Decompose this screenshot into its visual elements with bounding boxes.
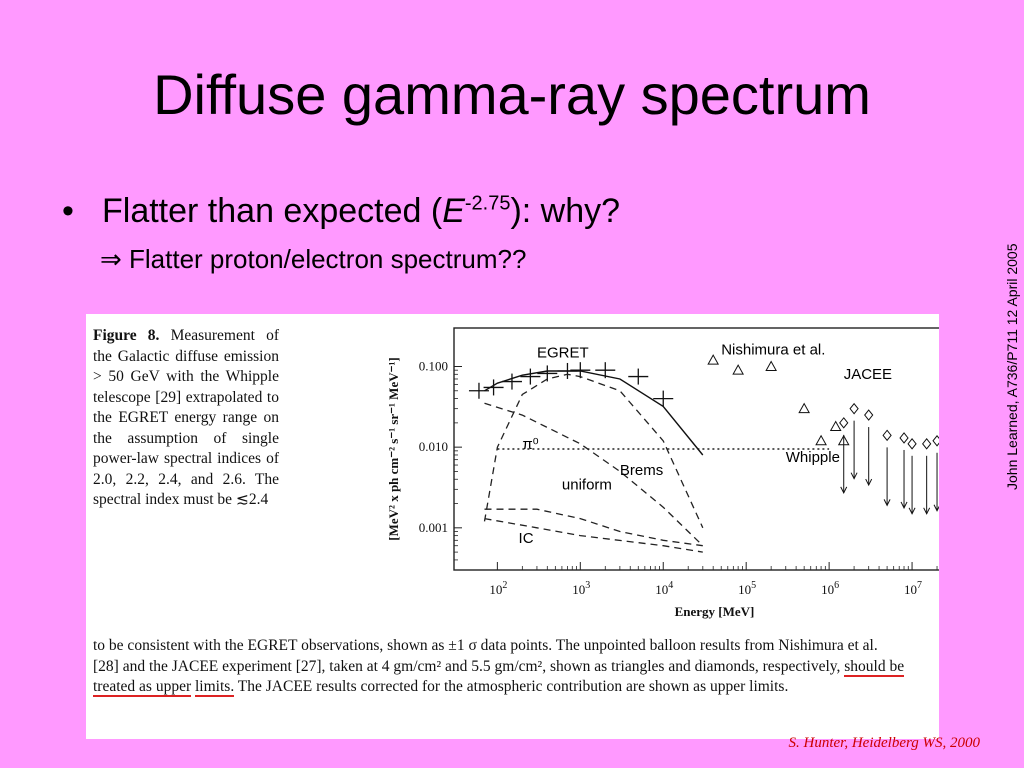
jacee-arrowhead [850, 472, 858, 480]
caption-underline-1: should be treated as upper [93, 657, 905, 697]
jacee-diamond [907, 438, 917, 450]
y-tick-label: 0.001 [419, 520, 448, 535]
jacee-arrowhead [840, 486, 848, 494]
jacee-arrowhead [883, 499, 891, 507]
nishimura-triangle [798, 402, 811, 414]
nishimura-triangle [732, 364, 744, 375]
annotation-uniform: uniform [562, 476, 612, 493]
series-line-ic [484, 517, 703, 553]
series-line-pi0 [483, 373, 704, 529]
figure-label: Figure 8. [93, 327, 160, 344]
x-axis-title: Energy [MeV] [675, 604, 755, 619]
y-tick-label: 0.010 [419, 439, 448, 454]
jacee-diamond [864, 409, 874, 421]
bullet-icon: • [62, 192, 74, 230]
side-credit: John Learned, A736/P711 12 April 2005 [1004, 243, 1020, 491]
nishimura-triangle [707, 354, 720, 365]
bullet-variable: E [442, 192, 465, 230]
plot-frame [453, 327, 939, 571]
annotation-ic: IC [519, 530, 534, 547]
jacee-arrowhead [900, 501, 908, 510]
y-axis-title: [MeV² x ph cm⁻² s⁻¹ sr⁻¹ MeV⁻¹] [386, 357, 401, 540]
y-tick-label: 0.100 [419, 358, 448, 373]
jacee-arrowhead [923, 507, 931, 515]
bullet-suffix: ): why? [510, 192, 621, 230]
jacee-diamond [882, 429, 892, 442]
jacee-diamond [922, 438, 932, 450]
annotation-brems: Brems [620, 462, 663, 479]
nishimura-triangle [829, 420, 842, 432]
series-line-total [484, 370, 704, 456]
nishimura-triangle [765, 360, 778, 371]
nishimura-triangle [815, 434, 827, 446]
annotation-nishimura-et-al: Nishimura et al. [721, 342, 825, 359]
jacee-diamond [849, 402, 859, 415]
jacee-arrowhead [908, 507, 916, 515]
jacee-diamond [839, 417, 849, 429]
annotation-: π⁰ [522, 436, 538, 453]
jacee-arrowhead [933, 504, 939, 512]
annotation-egret: EGRET [537, 344, 589, 361]
figure-scan: Figure 8. Measurement of the Galactic di… [86, 314, 939, 739]
sub-bullet: ⇒ Flatter proton/electron spectrum?? [100, 244, 527, 274]
citation: S. Hunter, Heidelberg WS, 2000 [788, 735, 981, 751]
figure-caption-text: Measurement of the Galactic diffuse emis… [93, 327, 279, 508]
bullet-prefix: Flatter than expected ( [102, 192, 443, 230]
annotation-whipple: Whipple [786, 449, 840, 466]
x-tick-label: 106 [821, 580, 839, 597]
slide-title: Diffuse gamma-ray spectrum [153, 63, 871, 126]
x-tick-label: 107 [904, 580, 922, 597]
x-tick-label: 102 [489, 580, 507, 597]
bullet-point: • Flatter than expected (E-2.75): why? [62, 192, 620, 231]
x-tick-label: 104 [655, 580, 673, 597]
jacee-arrowhead [865, 478, 873, 487]
caption-bottom-part-a: to be consistent with the EGRET observat… [93, 637, 878, 675]
jacee-diamond [899, 432, 909, 444]
x-tick-label: 105 [738, 580, 756, 597]
figure-caption-bottom: to be consistent with the EGRET observat… [93, 636, 905, 698]
jacee-diamond [932, 434, 939, 447]
bullet-exponent: -2.75 [464, 192, 511, 215]
figure-caption-side: Figure 8. Measurement of the Galactic di… [93, 326, 279, 511]
caption-bottom-part-b: The JACEE results corrected for the atmo… [234, 678, 789, 695]
caption-underline-2: limits. [195, 678, 235, 697]
spectrum-chart: 1021031041051061071080.1000.0100.001Ener… [386, 327, 939, 619]
annotation-jacee: JACEE [844, 366, 892, 383]
series-line-brems [484, 402, 704, 547]
x-tick-label: 103 [572, 580, 590, 597]
